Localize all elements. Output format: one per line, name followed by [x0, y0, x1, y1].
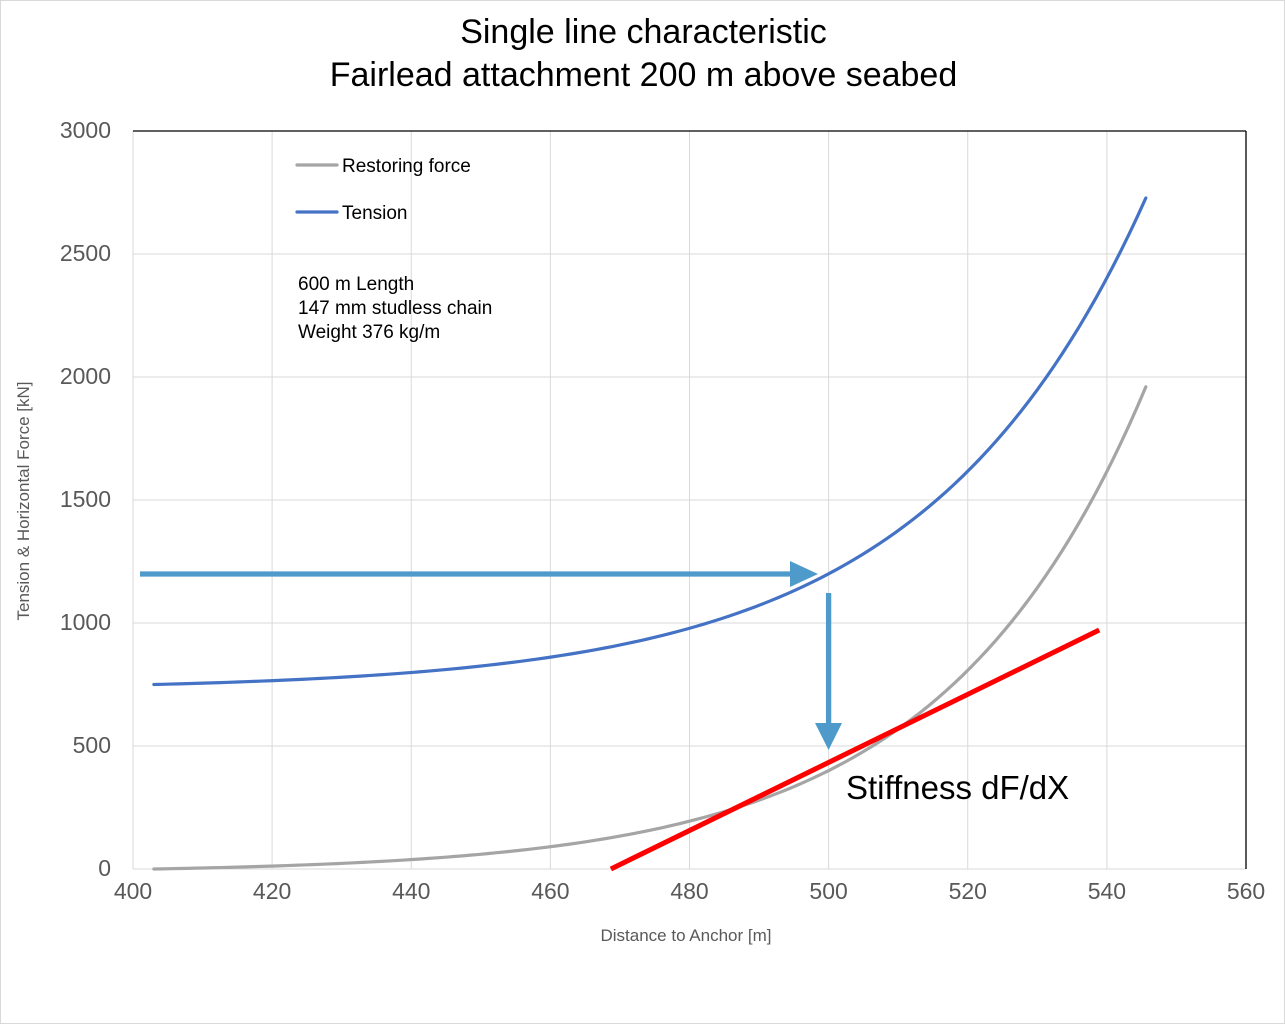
- svg-text:480: 480: [670, 878, 708, 904]
- svg-text:560: 560: [1227, 878, 1265, 904]
- svg-text:600 m Length: 600 m Length: [298, 274, 414, 295]
- svg-text:1000: 1000: [60, 609, 111, 635]
- svg-text:540: 540: [1088, 878, 1126, 904]
- svg-text:Distance to Anchor [m]: Distance to Anchor [m]: [600, 926, 771, 945]
- svg-text:3000: 3000: [60, 117, 111, 143]
- svg-text:500: 500: [809, 878, 847, 904]
- svg-text:400: 400: [114, 878, 152, 904]
- svg-text:Weight 376 kg/m: Weight 376 kg/m: [298, 322, 440, 343]
- svg-text:Restoring force: Restoring force: [342, 156, 471, 177]
- svg-text:460: 460: [531, 878, 569, 904]
- svg-text:Tension: Tension: [342, 203, 408, 224]
- svg-text:Tension & Horizontal Force [kN: Tension & Horizontal Force [kN]: [14, 381, 33, 620]
- svg-text:520: 520: [949, 878, 987, 904]
- svg-text:Stiffness dF/dX: Stiffness dF/dX: [846, 769, 1069, 806]
- svg-text:420: 420: [253, 878, 291, 904]
- svg-text:2000: 2000: [60, 363, 111, 389]
- svg-text:1500: 1500: [60, 486, 111, 512]
- svg-text:0: 0: [98, 855, 111, 881]
- svg-text:500: 500: [73, 732, 111, 758]
- svg-text:440: 440: [392, 878, 430, 904]
- svg-text:2500: 2500: [60, 240, 111, 266]
- svg-text:147 mm studless chain: 147 mm studless chain: [298, 298, 492, 319]
